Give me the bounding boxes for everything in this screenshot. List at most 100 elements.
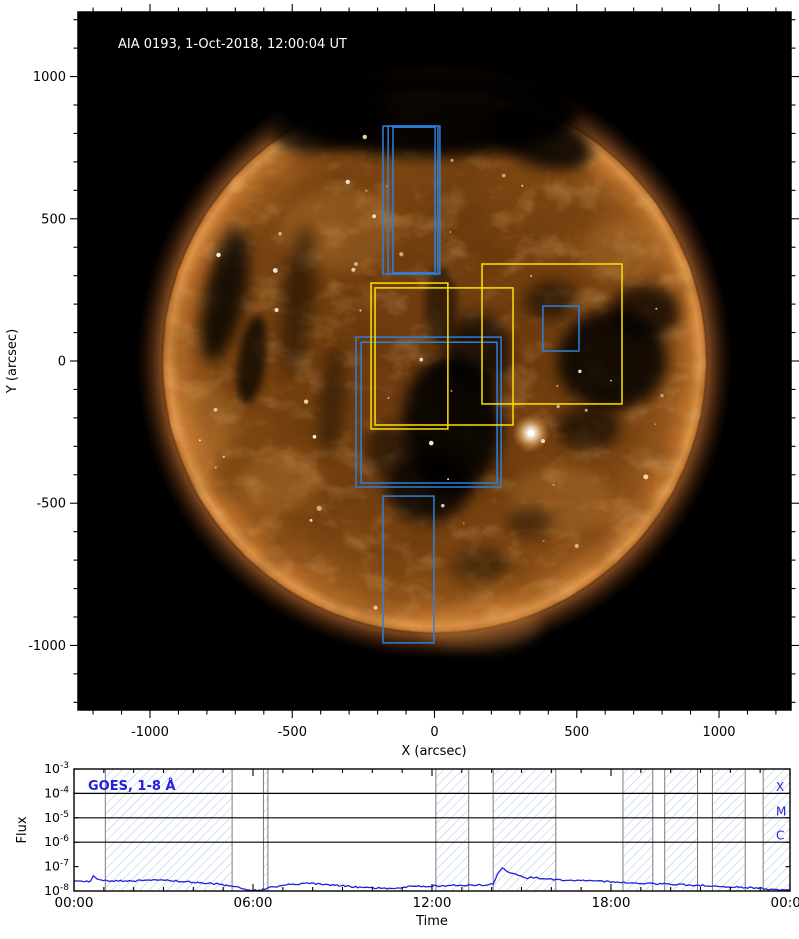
coronal-hole xyxy=(508,507,552,537)
goes-x-tick-label: 06:00 xyxy=(234,895,273,911)
bright-point xyxy=(213,407,218,412)
bright-point xyxy=(521,184,524,187)
aia-box-yellow xyxy=(481,263,623,405)
aia-x-axis-label: X (arcsec) xyxy=(401,744,466,759)
flux-class-label: M xyxy=(776,804,786,818)
aia-box-yellow xyxy=(374,287,514,426)
bright-patch xyxy=(420,600,540,650)
bright-point xyxy=(198,439,201,442)
goes-x-tick-label: 12:00 xyxy=(413,895,452,911)
aia-axes: -1000 -500 0 500 1000 -1000 -500 0 500 1000 xyxy=(28,4,799,740)
bright-point xyxy=(214,466,217,469)
hatch-window xyxy=(622,769,653,891)
hatch-window xyxy=(712,769,746,891)
aia-box-blue xyxy=(392,126,436,274)
bright-patch xyxy=(175,380,235,460)
bright-point xyxy=(530,274,533,277)
bright-point xyxy=(222,455,225,458)
aia-box-blue xyxy=(355,336,502,488)
bright-point xyxy=(552,483,555,486)
coronal-hole xyxy=(271,87,389,153)
goes-y-tick-label: 10-3 xyxy=(44,761,69,776)
bright-point xyxy=(353,261,359,267)
bright-point xyxy=(655,307,658,310)
aia-box-blue xyxy=(382,495,435,644)
bright-point xyxy=(373,605,378,610)
hatch-window xyxy=(105,769,233,891)
bright-point xyxy=(345,179,350,185)
y-tick-label: 500 xyxy=(41,212,66,227)
bright-point xyxy=(216,252,221,258)
goes-y-axis-label: Flux xyxy=(15,816,30,843)
aia-box-blue xyxy=(387,125,439,275)
bright-point xyxy=(574,543,579,549)
hatch-window xyxy=(763,769,790,891)
y-tick-label: -1000 xyxy=(28,639,66,654)
aia-y-axis-label: Y (arcsec) xyxy=(5,329,20,394)
goes-series-label: GOES, 1-8 Å xyxy=(88,778,176,794)
goes-x-tick-label: 00:00 xyxy=(55,895,94,911)
flux-class-label: C xyxy=(776,829,784,843)
coronal-hole xyxy=(452,549,508,581)
hatch-window xyxy=(263,769,268,891)
x-tick-label: 500 xyxy=(564,725,589,740)
bright-point xyxy=(584,408,588,412)
goes-y-tick-label: 10-6 xyxy=(44,834,69,849)
hatch-window xyxy=(664,769,698,891)
flux-curve xyxy=(74,867,790,891)
bright-point xyxy=(610,379,612,382)
bright-point xyxy=(419,357,424,362)
bright-point xyxy=(362,134,367,140)
bright-point xyxy=(351,267,356,272)
goes-hatch-windows xyxy=(104,769,790,891)
y-tick-label: 0 xyxy=(58,355,66,370)
aia-title: AIA 0193, 1-Oct-2018, 12:00:04 UT xyxy=(118,37,347,52)
bright-point xyxy=(274,308,279,313)
bright-point xyxy=(450,389,453,392)
bright-patch xyxy=(240,450,320,510)
bright-point xyxy=(312,434,317,439)
bright-point xyxy=(440,503,445,508)
hatch-window xyxy=(435,769,469,891)
goes-gridlines xyxy=(74,792,790,843)
hatch-window xyxy=(493,769,556,891)
bright-point xyxy=(556,404,560,409)
active-region-core xyxy=(527,429,535,437)
bright-point xyxy=(387,397,390,399)
active-region-spot xyxy=(541,439,545,443)
bright-point xyxy=(450,158,454,162)
x-tick-label: 0 xyxy=(430,725,438,740)
bright-point xyxy=(556,384,559,387)
goes-flux-curve-group xyxy=(74,867,790,891)
bright-point xyxy=(462,522,465,525)
coronal-hole xyxy=(446,314,510,390)
aia-region-boxes xyxy=(355,125,623,644)
bright-patch xyxy=(580,220,660,280)
goes-x-axis-label: Time xyxy=(415,914,448,929)
goes-x-tick-label: 18:00 xyxy=(592,895,631,911)
x-tick-label: -1000 xyxy=(131,725,169,740)
goes-y-tick-label: 10-5 xyxy=(44,810,69,825)
coronal-hole xyxy=(365,422,415,478)
bright-point xyxy=(428,440,434,446)
goes-x-tick-label: 00:00 xyxy=(771,895,799,911)
bright-point xyxy=(449,231,452,233)
goes-y-tick-label: 10-4 xyxy=(44,785,69,800)
bright-point xyxy=(278,231,282,236)
bright-point xyxy=(660,393,664,398)
bright-point xyxy=(309,518,313,522)
aia-box-blue xyxy=(360,341,498,484)
bright-point xyxy=(643,474,649,480)
bright-point xyxy=(303,399,309,404)
bright-point xyxy=(654,423,657,425)
y-tick-label: -500 xyxy=(36,497,66,512)
y-tick-label: 1000 xyxy=(33,70,66,85)
flux-class-label: X xyxy=(776,780,784,794)
bright-point xyxy=(365,189,368,192)
bright-point xyxy=(501,173,506,178)
aia-box-yellow xyxy=(370,282,449,430)
bright-point xyxy=(272,268,278,273)
bright-point xyxy=(578,369,582,374)
